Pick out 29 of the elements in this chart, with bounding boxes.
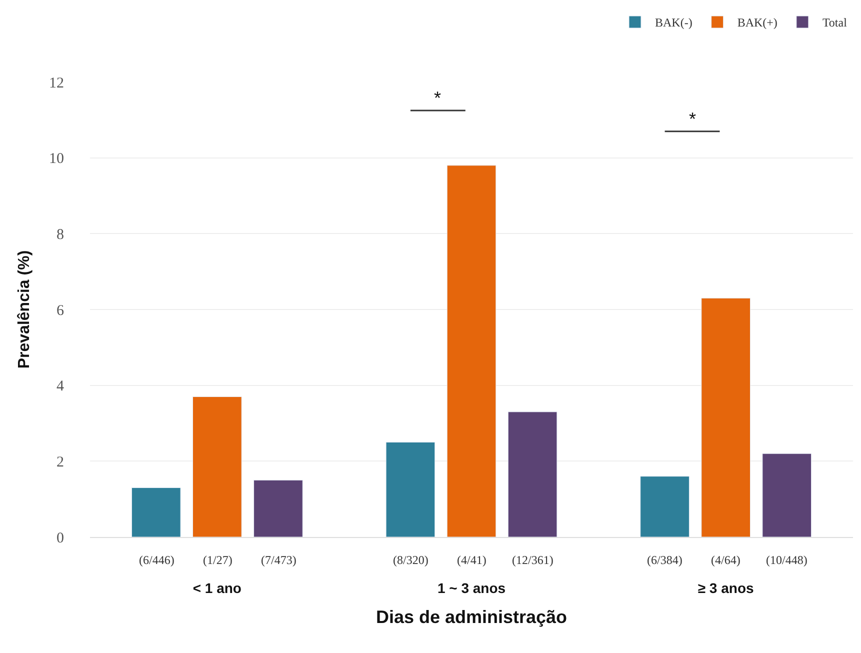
data-label: (6/384) [647, 553, 682, 567]
data-label: (4/64) [711, 553, 740, 567]
data-label: (12/361) [512, 553, 554, 567]
data-label: (6/446) [139, 553, 174, 567]
x-tick-label: 1 ~ 3 anos [437, 580, 506, 596]
legend-label: Total [822, 16, 848, 30]
annotation: * [434, 88, 442, 108]
y-tick-label: 0 [56, 530, 64, 546]
annotation: * [689, 109, 696, 129]
data-label: (10/448) [766, 553, 808, 567]
bar [640, 476, 690, 537]
legend-label: BAK(-) [655, 16, 692, 30]
data-label: (8/320) [393, 553, 428, 567]
x-tick-label: ≥ 3 anos [698, 580, 754, 596]
x-axis-title: Dias de administração [376, 606, 568, 627]
y-tick-label: 10 [49, 151, 64, 168]
y-tick-label: 4 [56, 378, 64, 395]
y-tick-label: 6 [56, 302, 64, 319]
data-label: (4/41) [457, 553, 486, 567]
data-label: (7/473) [261, 553, 296, 567]
data-label: (1/27) [203, 553, 232, 567]
bar [254, 480, 303, 537]
legend-label: BAK(+) [737, 16, 778, 30]
y-tick-label: 8 [56, 226, 64, 243]
x-tick-label: < 1 ano [192, 580, 242, 596]
y-axis-title: Prevalência (%) [16, 250, 33, 369]
y-tick-label: 12 [49, 75, 64, 92]
y-tick-label: 2 [56, 454, 64, 470]
bar [131, 487, 181, 537]
